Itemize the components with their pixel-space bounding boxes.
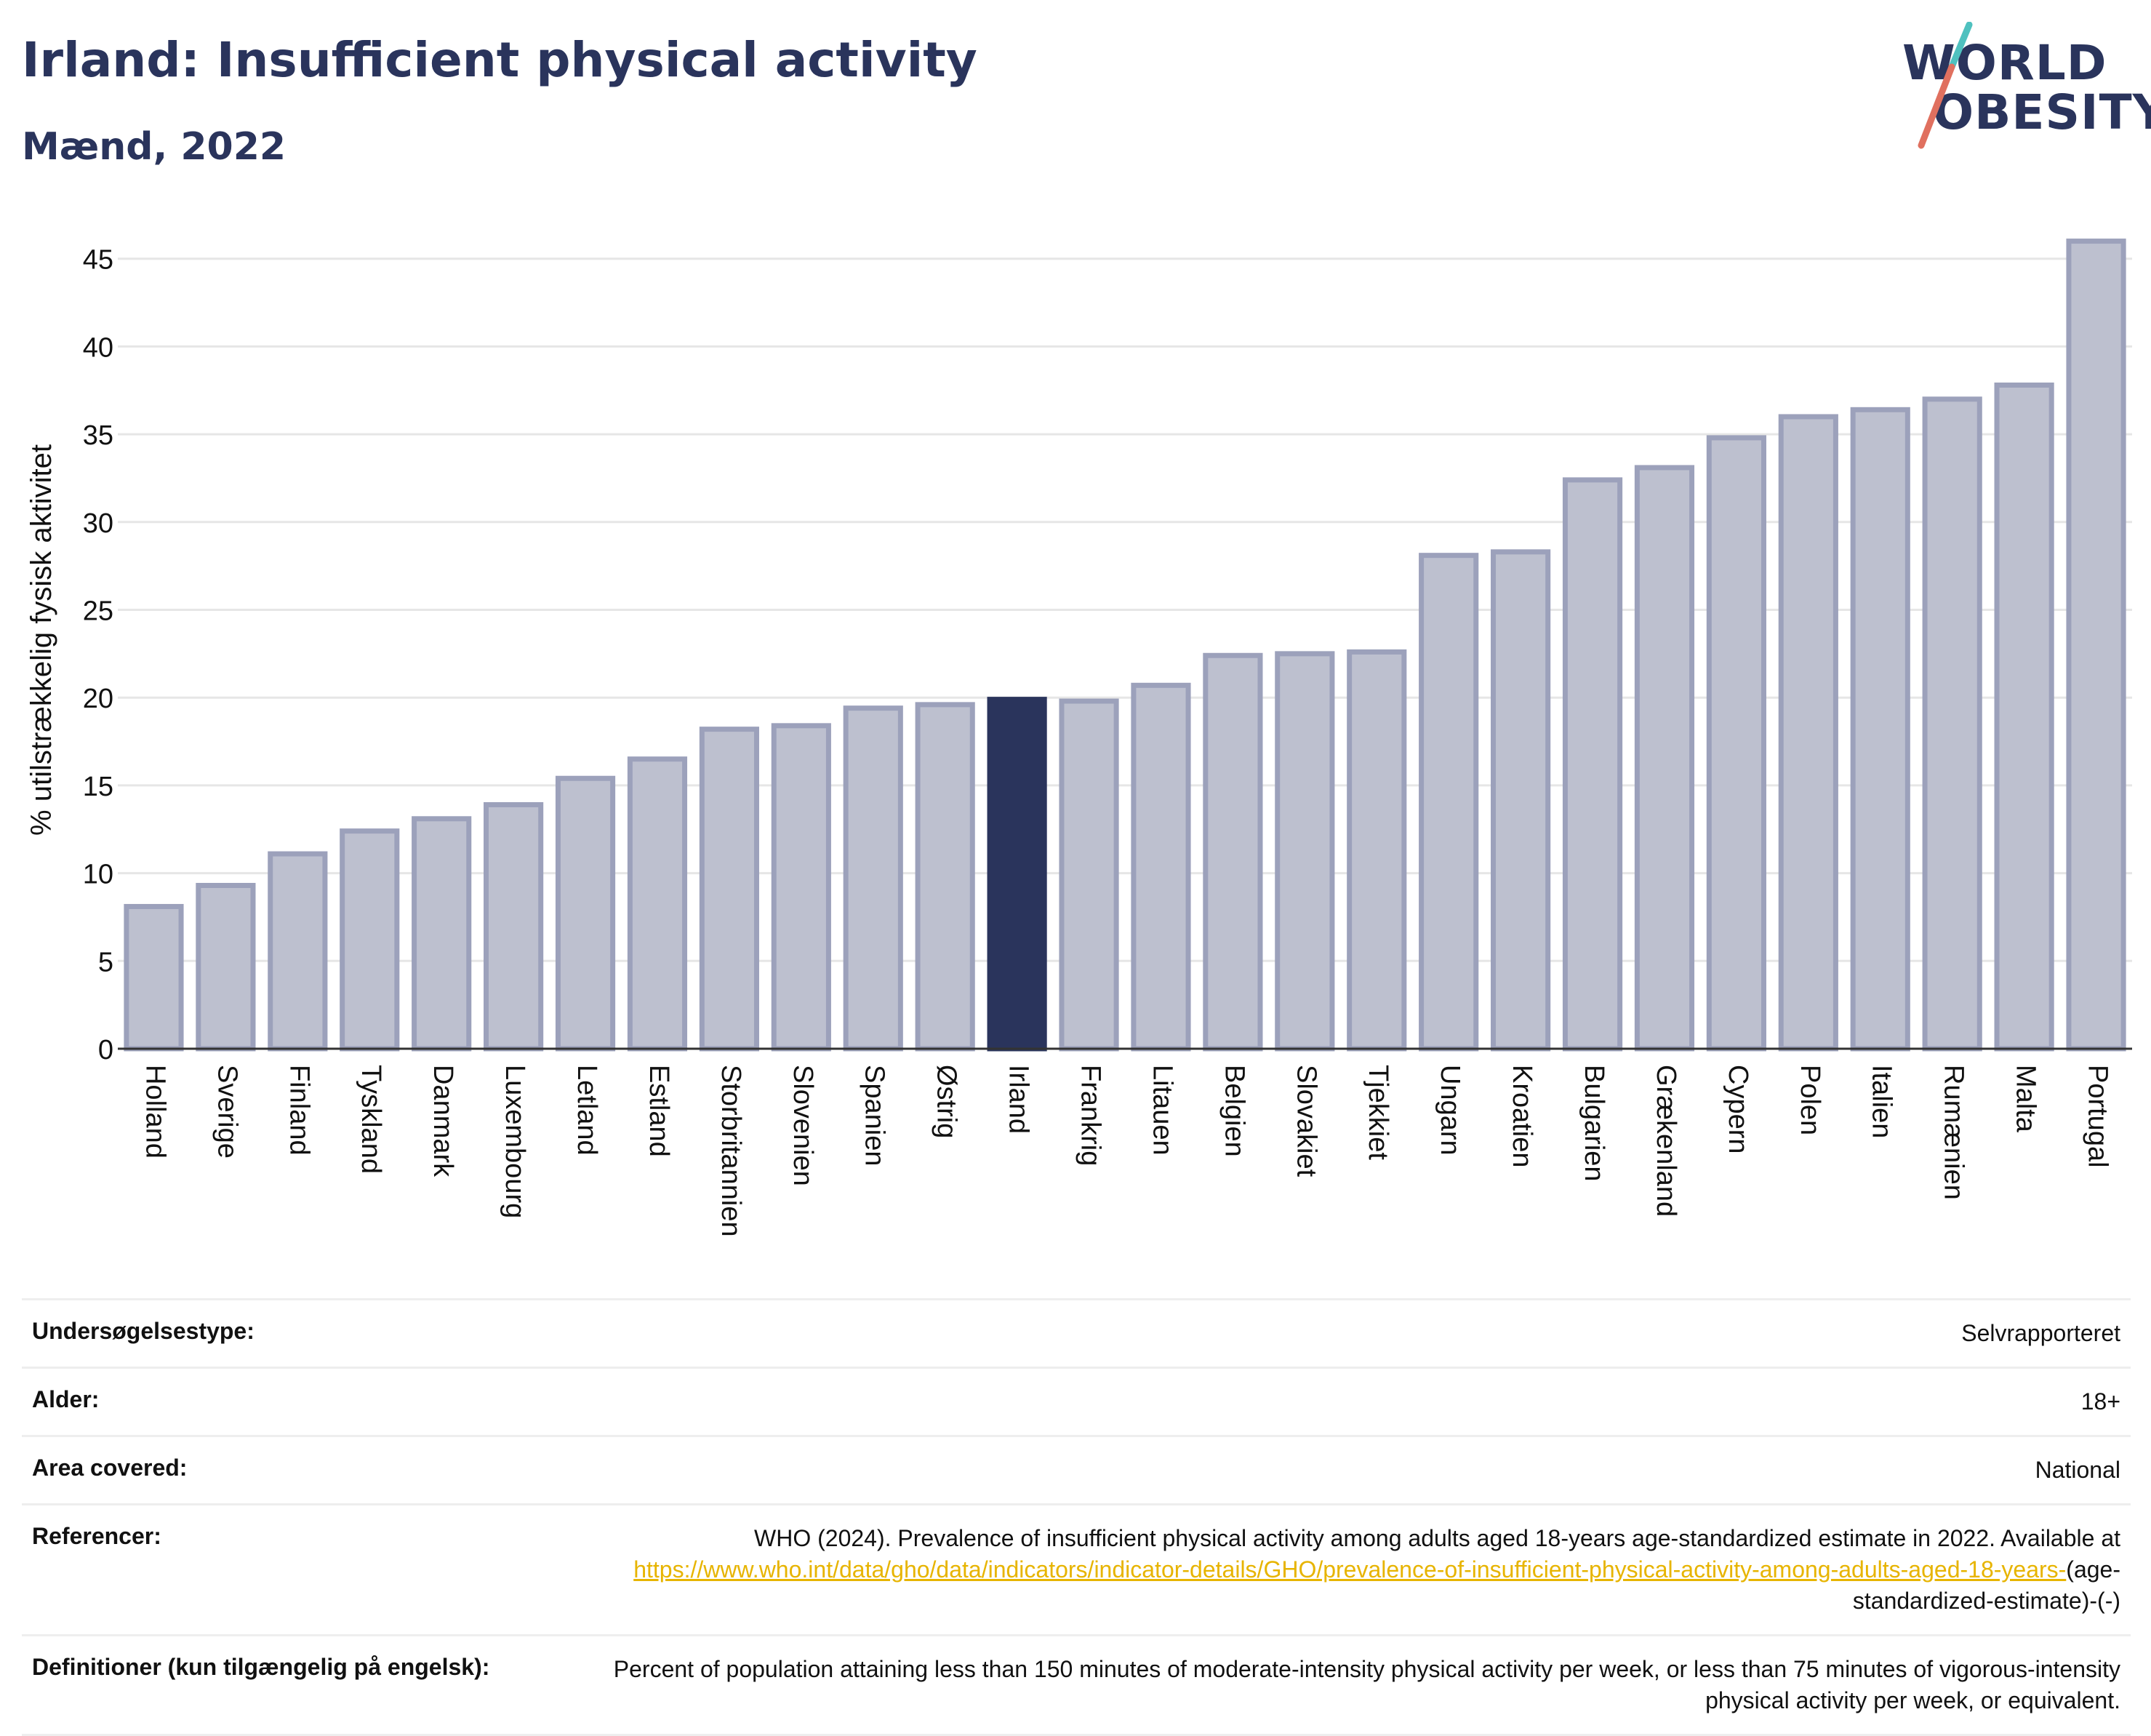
bar-storbritannien: [699, 727, 759, 1052]
x-tick-label: Finland: [284, 1065, 314, 1156]
x-tick-label: Cypern: [1723, 1065, 1753, 1154]
table-row-definitions: Definitioner (kun tilgængelig på engelsk…: [22, 1634, 2131, 1736]
x-tick-label: Spanien: [860, 1065, 890, 1166]
x-tick-label: Irland: [1004, 1065, 1034, 1134]
bar-holland: [124, 903, 184, 1052]
bar-grækenland: [1634, 465, 1695, 1052]
table-row-survey-type: Undersøgelsestype: Selvrapporteret: [22, 1298, 2131, 1367]
x-tick-label: Italien: [1867, 1065, 1897, 1138]
x-tick-label: Frankrig: [1076, 1065, 1106, 1166]
page-title: Irland: Insufficient physical activity: [22, 32, 977, 88]
x-tick-label: Estland: [644, 1065, 674, 1157]
info-table: Undersøgelsestype: Selvrapporteret Alder…: [22, 1298, 2131, 1736]
x-tick-label: Belgien: [1219, 1065, 1249, 1157]
x-tick-label: Østrig: [932, 1065, 962, 1138]
bars: [124, 239, 2126, 1052]
x-tick-label: Sverige: [212, 1065, 242, 1159]
bar-bulgarien: [1562, 477, 1623, 1052]
y-tick-label: 40: [83, 332, 113, 363]
x-tick-label: Kroatien: [1507, 1065, 1537, 1168]
row-key: Definitioner (kun tilgængelig på engelsk…: [32, 1654, 490, 1680]
x-tick-label: Slovakiet: [1291, 1065, 1321, 1177]
logo-line2: OBESITY: [1933, 84, 2151, 140]
bar-portugal: [2066, 239, 2126, 1052]
row-key: Area covered:: [32, 1455, 188, 1481]
bar-belgien: [1203, 652, 1263, 1052]
row-value: National: [2035, 1457, 2120, 1483]
y-tick-label: 15: [83, 772, 113, 802]
reference-link[interactable]: https://www.who.int/data/gho/data/indica…: [633, 1556, 2067, 1583]
bar-letland: [555, 775, 616, 1052]
row-value: 18+: [2080, 1388, 2120, 1415]
bar-litauen: [1131, 682, 1191, 1052]
bar-italien: [1850, 407, 1910, 1052]
row-value: WHO (2024). Prevalence of insufficient p…: [579, 1523, 2120, 1617]
bar-finland: [268, 851, 328, 1052]
x-tick-label: Polen: [1795, 1065, 1825, 1135]
bar-malta: [1994, 383, 2054, 1052]
bar-spanien: [843, 705, 903, 1052]
bar-polen: [1778, 414, 1838, 1052]
y-tick-label: 0: [98, 1035, 113, 1065]
table-row-references: Referencer: WHO (2024). Prevalence of in…: [22, 1503, 2131, 1634]
logo-line1: WORLD: [1902, 35, 2107, 91]
y-tick-label: 5: [98, 947, 113, 977]
row-value: Percent of population attaining less tha…: [613, 1656, 2120, 1713]
x-tick-label: Litauen: [1147, 1065, 1177, 1156]
x-tick-label: Rumænien: [1939, 1065, 1969, 1200]
table-row-age: Alder: 18+: [22, 1367, 2131, 1435]
bar-østrig: [915, 702, 975, 1052]
bar-rumænien: [1922, 396, 1982, 1052]
x-tick-label: Grækenland: [1651, 1065, 1681, 1217]
y-tick-label: 45: [83, 245, 113, 276]
world-obesity-logo: WORLD OBESITY: [1891, 22, 2151, 153]
bar-ungarn: [1419, 553, 1479, 1052]
x-tick-label: Malta: [2011, 1065, 2041, 1133]
y-tick-label: 35: [83, 420, 113, 451]
bar-danmark: [412, 816, 472, 1052]
x-tick-label: Portugal: [2083, 1065, 2113, 1168]
bar-tjekkiet: [1347, 649, 1407, 1052]
bar-estland: [627, 756, 688, 1052]
bar-kroatien: [1491, 549, 1551, 1052]
bar-slovakiet: [1275, 651, 1335, 1052]
logo-slash-icon: [1918, 22, 1973, 149]
reference-suffix: (age-standardized-estimate)-(-): [1852, 1556, 2120, 1614]
reference-text: WHO (2024). Prevalence of insufficient p…: [754, 1525, 2120, 1551]
page-subtitle: Mænd, 2022: [22, 125, 287, 169]
y-tick-label: 20: [83, 684, 113, 714]
bar-luxembourg: [484, 801, 544, 1052]
y-tick-label: 30: [83, 508, 113, 539]
row-key: Undersøgelsestype:: [32, 1318, 255, 1344]
bar-slovenien: [771, 723, 831, 1052]
row-value: Selvrapporteret: [1961, 1320, 2120, 1346]
x-tick-label: Tyskland: [356, 1065, 386, 1174]
bar-chart: 0 5 10 15 20 25 30 35 40 45 Holland Sverige Finland T…: [25, 239, 2132, 1237]
x-tick-label: Danmark: [428, 1065, 458, 1177]
axes: 0 5 10 15 20 25 30 35 40 45 Holland Sverige Finland T…: [83, 245, 2132, 1237]
bar-irland: [987, 697, 1047, 1052]
bar-sverige: [196, 882, 256, 1052]
bar-cypern: [1706, 435, 1766, 1052]
x-tick-label: Slovenien: [788, 1065, 818, 1186]
x-tick-label: Tjekkiet: [1363, 1065, 1393, 1160]
x-tick-label: Ungarn: [1435, 1065, 1465, 1156]
bar-tyskland: [340, 828, 400, 1052]
y-tick-label: 25: [83, 596, 113, 627]
y-tick-label: 10: [83, 860, 113, 890]
bar-frankrig: [1059, 698, 1119, 1052]
x-tick-label: Letland: [572, 1065, 602, 1156]
row-key: Referencer:: [32, 1523, 161, 1549]
x-tick-label: Bulgarien: [1579, 1065, 1609, 1182]
y-axis-label: % utilstrækkelig fysisk aktivitet: [25, 444, 57, 836]
x-tick-label: Luxembourg: [500, 1065, 530, 1218]
x-tick-label: Storbritannien: [716, 1065, 746, 1237]
x-tick-label: Holland: [140, 1065, 170, 1159]
table-row-area: Area covered: National: [22, 1435, 2131, 1503]
row-key: Alder:: [32, 1386, 100, 1412]
